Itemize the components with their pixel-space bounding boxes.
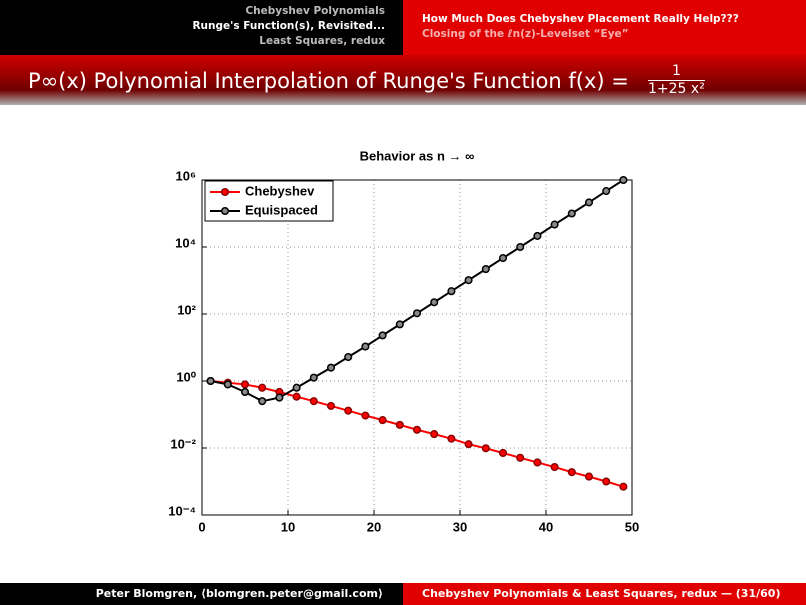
marker: [275, 393, 284, 402]
marker: [567, 468, 576, 477]
chart-title: Behavior as n → ∞: [360, 148, 475, 163]
marker: [361, 411, 370, 420]
marker: [292, 392, 301, 401]
marker: [361, 342, 370, 351]
marker: [550, 220, 559, 229]
marker: [619, 175, 628, 185]
marker: [344, 406, 353, 415]
x-tick-label: 50: [625, 519, 639, 534]
nav-item[interactable]: Closing of the ℓn(z)-Levelset “Eye”: [422, 28, 629, 40]
marker: [447, 434, 456, 443]
legend-marker: [220, 206, 230, 216]
nav-item[interactable]: Runge's Function(s), Revisited...: [192, 20, 385, 32]
marker: [567, 209, 576, 218]
x-tick-label: 30: [453, 519, 467, 534]
x-tick-label: 20: [367, 519, 381, 534]
marker: [430, 430, 439, 439]
nav-item[interactable]: Chebyshev Polynomials: [245, 5, 385, 17]
legend-label: Equispaced: [245, 202, 318, 217]
marker: [395, 420, 404, 429]
marker: [326, 363, 336, 372]
y-tick-label: 10⁻⁴: [168, 503, 196, 518]
marker: [498, 254, 508, 263]
marker: [240, 387, 250, 397]
marker: [326, 401, 336, 410]
marker: [258, 383, 267, 392]
numerator: 1: [648, 63, 705, 81]
marker: [378, 331, 387, 340]
y-tick-label: 10⁶: [176, 168, 196, 183]
x-tick-label: 40: [539, 519, 553, 534]
footer-author: Peter Blomgren, ⟨blomgren.peter@gmail.co…: [0, 583, 403, 605]
marker: [498, 448, 508, 458]
marker: [464, 440, 473, 449]
marker: [344, 352, 353, 362]
x-tick-label: 0: [198, 519, 205, 534]
legend-marker: [220, 187, 230, 197]
marker: [516, 453, 525, 462]
footer-text: Chebyshev Polynomials & Least Squares, r…: [422, 587, 781, 600]
y-tick-label: 10⁻²: [170, 436, 196, 451]
marker: [309, 373, 318, 382]
x-tick-label: 10: [281, 519, 295, 534]
y-tick-label: 10⁰: [176, 369, 196, 384]
header-nav: Chebyshev Polynomials Runge's Function(s…: [0, 0, 403, 55]
marker: [584, 472, 594, 481]
marker: [206, 376, 215, 386]
nav-item[interactable]: How Much Does Chebyshev Placement Really…: [422, 13, 739, 25]
series-line: [210, 380, 624, 488]
marker: [619, 482, 628, 491]
footer-title: Chebyshev Polynomials & Least Squares, r…: [403, 583, 806, 605]
denominator: 1+25 x²: [648, 81, 705, 97]
marker: [550, 462, 559, 472]
fraction: 1 1+25 x²: [648, 63, 705, 98]
marker: [258, 397, 267, 406]
slide-title: P∞(x) Polynomial Interpolation of Runge'…: [28, 69, 629, 93]
marker: [602, 187, 611, 196]
footer-text: Peter Blomgren, ⟨blomgren.peter@gmail.co…: [95, 587, 383, 600]
y-tick-label: 10²: [177, 302, 196, 317]
marker: [481, 444, 490, 453]
marker: [584, 198, 594, 207]
marker: [533, 458, 542, 467]
marker: [447, 287, 456, 296]
marker: [516, 242, 525, 252]
marker: [412, 425, 422, 434]
marker: [378, 416, 387, 425]
header-section: How Much Does Chebyshev Placement Really…: [403, 0, 806, 55]
marker: [395, 320, 404, 329]
legend-label: Chebyshev: [245, 183, 315, 198]
marker: [533, 231, 542, 240]
marker: [430, 298, 439, 307]
plot-frame: [201, 179, 633, 516]
marker: [292, 383, 301, 392]
marker: [223, 380, 232, 389]
y-tick-label: 10⁴: [175, 235, 196, 250]
marker: [240, 380, 250, 389]
marker: [481, 265, 490, 274]
marker: [602, 477, 611, 486]
marker: [464, 276, 473, 285]
marker: [309, 397, 318, 406]
nav-item[interactable]: Least Squares, redux: [259, 35, 385, 47]
title-bar: P∞(x) Polynomial Interpolation of Runge'…: [0, 55, 806, 105]
marker: [412, 309, 422, 318]
